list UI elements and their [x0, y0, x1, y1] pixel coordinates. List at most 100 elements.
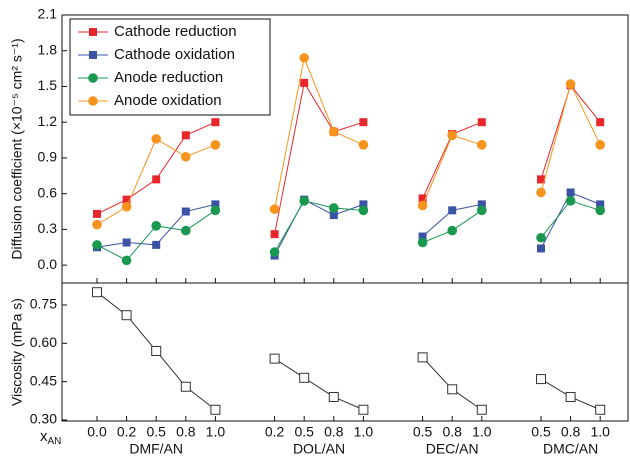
- marker: [417, 352, 428, 363]
- marker: [447, 225, 458, 236]
- marker: [151, 134, 161, 144]
- marker: [536, 232, 546, 243]
- marker: [565, 79, 576, 89]
- marker: [180, 381, 191, 392]
- marker: [596, 200, 605, 209]
- marker: [92, 287, 102, 298]
- marker: [537, 244, 545, 253]
- marker: [329, 203, 339, 213]
- marker: [299, 372, 310, 383]
- series-line: [422, 357, 483, 411]
- marker: [299, 196, 310, 206]
- marker: [151, 345, 162, 356]
- group-label: DEC/AN: [426, 441, 479, 456]
- marker: [476, 404, 487, 415]
- marker: [121, 310, 132, 321]
- y-tick-label: 0.60: [30, 334, 57, 350]
- y-tick-label: 2.1: [38, 6, 58, 22]
- x-tick-label: 0.5: [294, 424, 314, 440]
- series-line: [274, 81, 364, 235]
- x-tick-label: 0.2: [265, 424, 285, 440]
- x-tick-label: 1.0: [472, 424, 492, 440]
- marker: [447, 130, 458, 141]
- marker: [418, 194, 427, 203]
- y-tick-label: 0.0: [38, 256, 58, 272]
- x-axis-label: xAN: [40, 428, 61, 447]
- x-tick-label: 1.0: [590, 424, 610, 440]
- marker: [121, 255, 132, 266]
- y-tick-label: 1.2: [38, 113, 58, 129]
- marker: [477, 118, 486, 127]
- marker: [151, 221, 161, 231]
- x-tick-label: 0.2: [117, 424, 137, 440]
- marker: [329, 126, 339, 137]
- marker: [595, 404, 606, 415]
- x-tick-label: 1.0: [354, 424, 374, 440]
- marker: [418, 232, 427, 241]
- marker: [181, 151, 191, 162]
- x-tick-label: 0.5: [146, 424, 166, 440]
- marker: [270, 230, 279, 239]
- marker: [536, 374, 546, 385]
- x-tick-label: 0.8: [561, 424, 581, 440]
- legend-label: Cathode reduction: [114, 23, 237, 40]
- marker: [269, 204, 280, 214]
- marker: [300, 78, 309, 87]
- y-tick-label: 0.6: [38, 184, 58, 200]
- marker: [417, 200, 428, 211]
- legend-box: [69, 18, 271, 116]
- marker: [89, 28, 97, 36]
- series-line: [422, 134, 482, 206]
- marker: [565, 391, 576, 402]
- y-tick-label: 0.75: [30, 296, 57, 312]
- x-tick-label: 0.5: [413, 424, 433, 440]
- group-label: DMC/AN: [543, 441, 598, 456]
- marker: [92, 240, 102, 250]
- series-line: [540, 82, 601, 193]
- marker: [93, 209, 101, 218]
- marker: [328, 391, 339, 402]
- x-tick-label: 0.8: [324, 424, 344, 440]
- marker: [152, 175, 161, 184]
- marker: [359, 200, 368, 209]
- marker: [358, 140, 369, 150]
- series-line: [274, 200, 364, 253]
- group-label: DOL/AN: [293, 441, 345, 456]
- marker: [358, 404, 369, 415]
- marker: [122, 195, 131, 204]
- marker: [477, 140, 487, 150]
- marker: [537, 175, 545, 184]
- marker: [477, 200, 486, 209]
- marker: [122, 238, 131, 247]
- marker: [565, 196, 576, 206]
- x-axis-label-sub: AN: [48, 436, 62, 447]
- y-tick-label: 1.5: [38, 77, 58, 93]
- group-label: DMF/AN: [129, 441, 183, 456]
- marker: [536, 187, 546, 198]
- marker: [181, 225, 191, 236]
- series-line: [540, 84, 601, 180]
- x-tick-label: 0.0: [87, 424, 107, 440]
- marker: [329, 211, 338, 220]
- marker: [88, 96, 98, 106]
- marker: [448, 206, 457, 215]
- y-axis-label: Viscosity (mPa s): [9, 298, 25, 406]
- y-tick-label: 0.3: [38, 220, 58, 236]
- marker: [181, 131, 190, 140]
- marker: [152, 240, 161, 249]
- marker: [210, 205, 221, 216]
- marker: [596, 118, 605, 127]
- marker: [269, 247, 280, 257]
- x-tick-label: 0.8: [442, 424, 462, 440]
- series-line: [274, 56, 364, 210]
- x-axis-label-main: x: [40, 428, 48, 445]
- marker: [89, 51, 97, 59]
- y-tick-label: 0.45: [30, 372, 57, 388]
- y-tick-label: 0.30: [30, 411, 57, 427]
- y-axis-label: Diffusion coefficient (×10⁻⁵ cm² s⁻¹): [9, 38, 25, 259]
- x-tick-label: 0.5: [531, 424, 551, 440]
- series-line: [274, 198, 364, 256]
- marker: [447, 384, 458, 395]
- plot-frame: [61, 14, 629, 422]
